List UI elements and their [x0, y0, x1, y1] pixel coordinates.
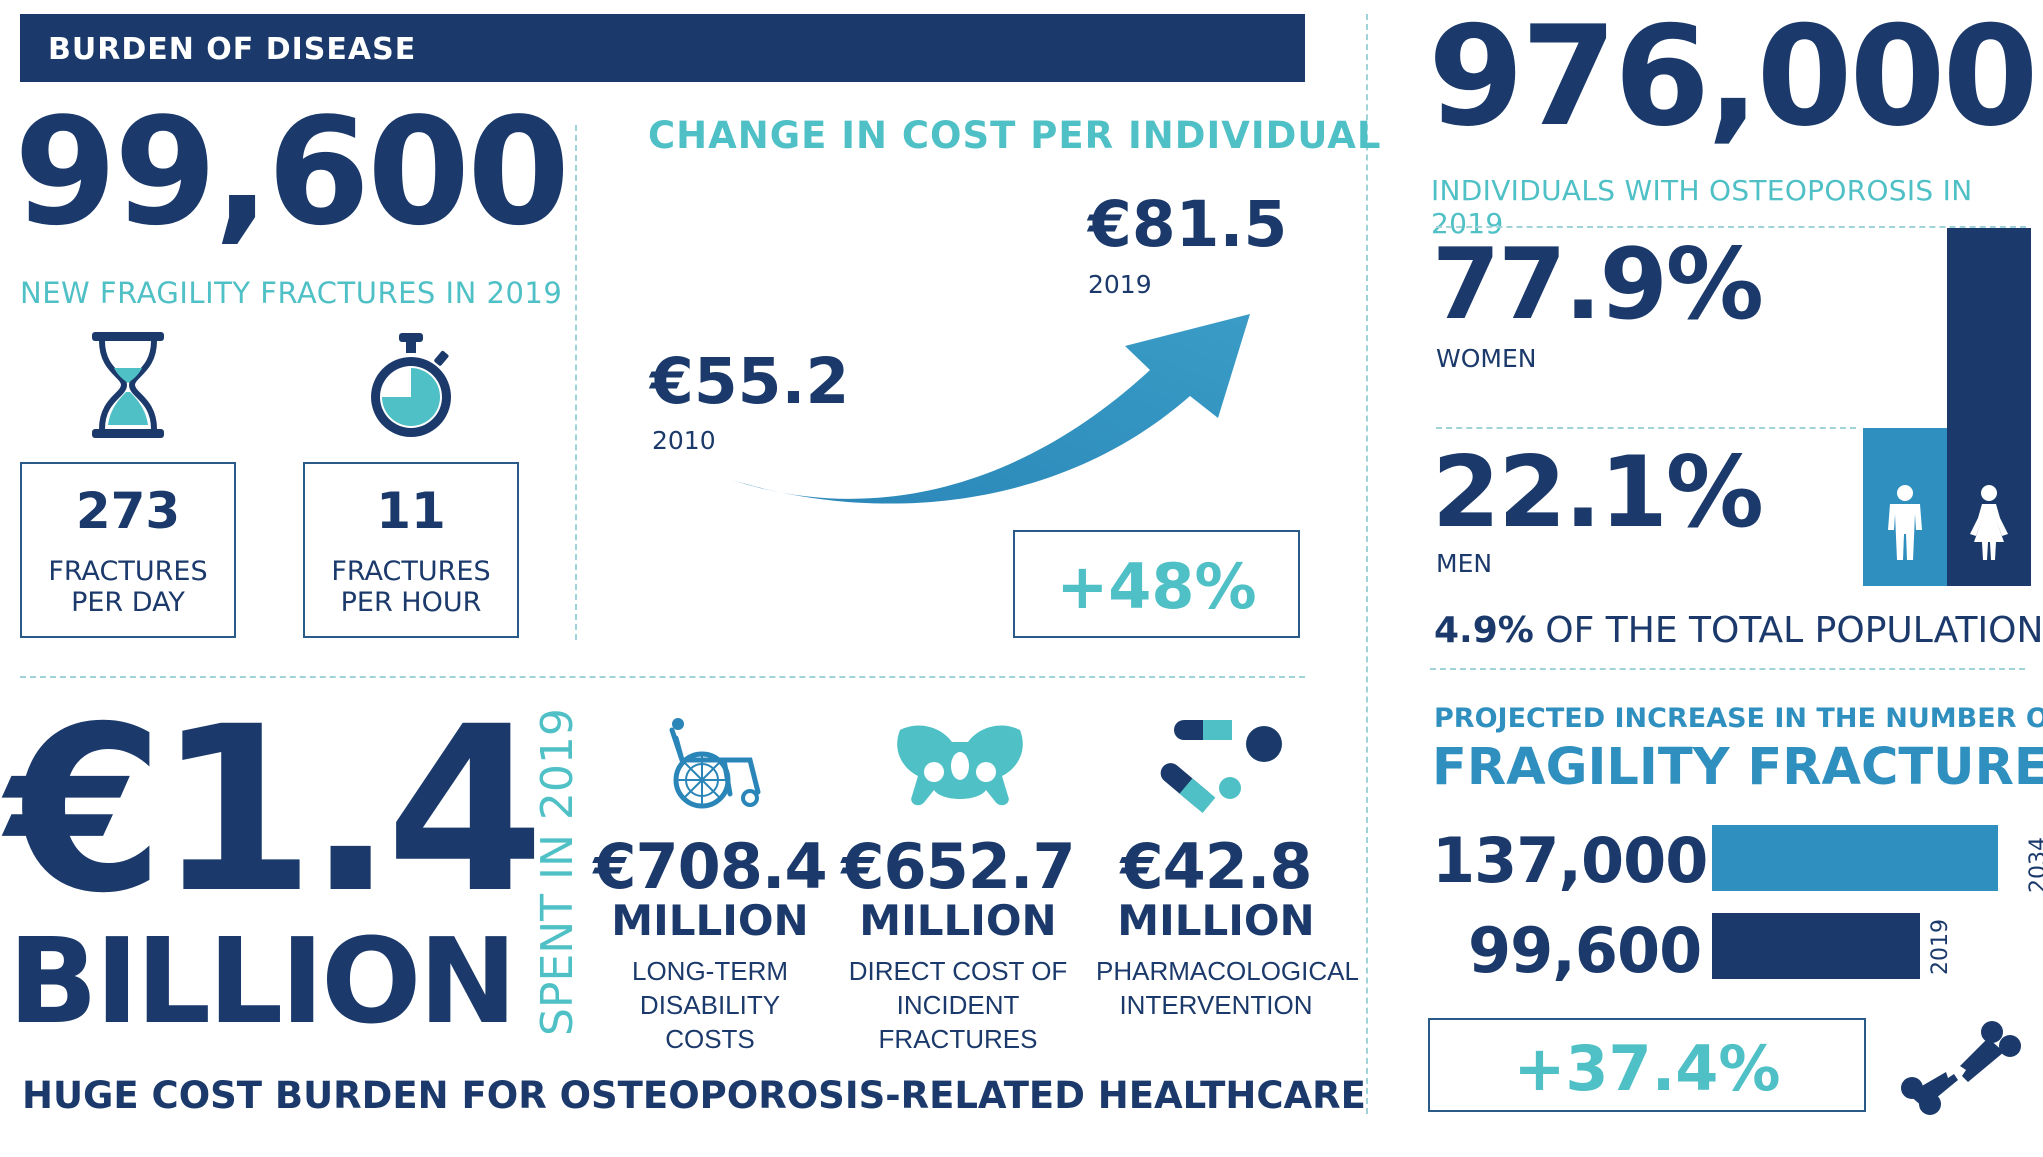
- fractures-per-hour-box: 11 FRACTURES PER HOUR: [303, 462, 519, 638]
- spending-big-unit: BILLION: [8, 912, 517, 1050]
- spending-item-3-value: €42.8: [1120, 830, 1312, 903]
- projection-bar-2034-value: 137,000: [1432, 824, 1708, 897]
- divider-vertical-main: [1366, 14, 1368, 1114]
- population-share-value: 4.9%: [1434, 610, 1534, 651]
- projection-title-big: FRAGILITY FRACTURES: [1432, 738, 2043, 797]
- spending-item-2-desc: DIRECT COST OF INCIDENT FRACTURES: [848, 956, 1068, 1054]
- fractures-per-day-box: 273 FRACTURES PER DAY: [20, 462, 236, 638]
- stopwatch-icon: [365, 333, 457, 441]
- fractures-per-hour-line1: FRACTURES: [331, 556, 491, 587]
- spending-item-1-value: €708.4: [593, 830, 827, 903]
- fractures-big-number: 99,600: [14, 86, 570, 258]
- osteoporosis-big-number: 976,000: [1428, 0, 2039, 157]
- women-label: WOMEN: [1436, 344, 1537, 373]
- projection-increase-box: +37.4%: [1428, 1018, 1866, 1112]
- cost-end-value: €81.5: [1088, 188, 1288, 261]
- women-bar: [1947, 228, 2031, 586]
- pelvis-icon: [890, 720, 1030, 812]
- fractures-per-day-line1: FRACTURES: [48, 556, 208, 587]
- fractures-per-day-value: 273: [75, 482, 181, 540]
- projection-bar-2019: [1712, 913, 1920, 979]
- men-bar: [1863, 428, 1947, 586]
- spending-footer: HUGE COST BURDEN FOR OSTEOPOROSIS-RELATE…: [22, 1074, 1366, 1117]
- projection-bar-2034: [1712, 825, 1998, 891]
- projection-increase-value: +37.4%: [1513, 1032, 1781, 1105]
- pills-icon: [1150, 716, 1290, 816]
- projection-title-small: PROJECTED INCREASE IN THE NUMBER OF: [1434, 703, 2043, 734]
- fractures-per-hour-value: 11: [376, 482, 446, 540]
- spending-item-2-unit: MILLION: [859, 896, 1057, 945]
- spending-item-3-unit: MILLION: [1117, 896, 1315, 945]
- broken-bone-icon: [1896, 1018, 2026, 1118]
- projection-bar-2019-year: 2019: [1928, 919, 1953, 975]
- header-title: BURDEN OF DISEASE: [48, 32, 417, 67]
- projection-bar-2019-value: 99,600: [1468, 914, 1702, 987]
- population-share: 4.9% OF THE TOTAL POPULATION: [1434, 610, 2043, 651]
- divider-vertical-left: [575, 125, 577, 640]
- rising-arrow-icon: [720, 300, 1260, 510]
- spending-item-3-desc: PHARMACOLOGICAL INTERVENTION: [1096, 956, 1359, 1020]
- men-percent: 22.1%: [1432, 436, 1764, 550]
- fractures-per-day-line2: PER DAY: [71, 587, 185, 618]
- divider-horizontal-right: [1430, 668, 2025, 670]
- osteoporosis-label: INDIVIDUALS WITH OSTEOPOROSIS IN 2019: [1431, 174, 1973, 240]
- projection-bar-2034-year: 2034: [2026, 837, 2043, 893]
- fractures-per-hour-line2: PER HOUR: [340, 587, 482, 618]
- header-bar: BURDEN OF DISEASE: [20, 14, 1305, 82]
- female-figure-icon: [1970, 485, 2008, 560]
- cost-start-value: €55.2: [650, 345, 850, 418]
- women-percent: 77.9%: [1432, 228, 1764, 342]
- spending-item-2-value: €652.7: [841, 830, 1075, 903]
- fractures-label: NEW FRAGILITY FRACTURES IN 2019: [20, 276, 563, 310]
- cost-change-title: CHANGE IN COST PER INDIVIDUAL: [648, 114, 1382, 157]
- spending-item-1-desc: LONG-TERM DISABILITY COSTS: [632, 956, 788, 1054]
- divider-horizontal-left: [20, 676, 1305, 678]
- cost-end-year: 2019: [1088, 270, 1152, 299]
- hourglass-icon: [88, 330, 168, 440]
- cost-increase-box: +48%: [1013, 530, 1300, 638]
- wheelchair-icon: [658, 716, 768, 810]
- men-divider: [1436, 427, 1856, 429]
- men-label: MEN: [1436, 549, 1493, 578]
- spending-side-label: SPENT IN 2019: [532, 708, 583, 1036]
- male-figure-icon: [1888, 485, 1922, 560]
- population-share-text: OF THE TOTAL POPULATION: [1545, 610, 2043, 651]
- spending-item-1-unit: MILLION: [611, 896, 809, 945]
- cost-start-year: 2010: [652, 426, 716, 455]
- spending-big-value: €1.4: [6, 677, 545, 943]
- women-divider: [1436, 226, 2026, 228]
- cost-increase-value: +48%: [1056, 550, 1257, 623]
